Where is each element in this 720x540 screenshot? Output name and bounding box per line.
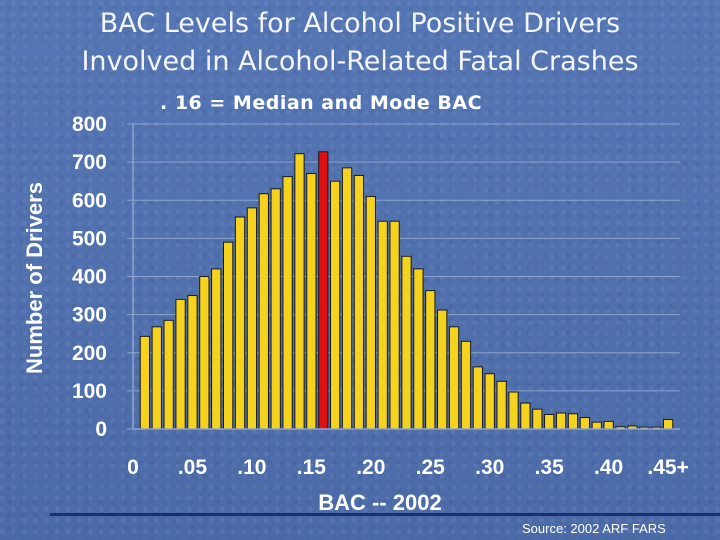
x-tick-label: .10 (237, 456, 266, 479)
bar (389, 220, 400, 430)
bar (163, 319, 174, 430)
bar (365, 195, 376, 430)
bar (662, 418, 674, 430)
bar (413, 268, 424, 430)
y-tick-label: 300 (72, 304, 107, 327)
x-tick-label: .25 (416, 456, 446, 479)
slide-title-line-1: BAC Levels for Alcohol Positive Drivers (99, 8, 621, 39)
y-tick-label: 700 (72, 151, 107, 174)
bar (508, 391, 519, 430)
bar (496, 380, 507, 430)
bar (199, 276, 210, 430)
bar (603, 420, 614, 430)
bar (211, 268, 222, 430)
bar (425, 290, 436, 430)
bar (353, 174, 365, 430)
bar (139, 335, 151, 430)
y-tick-label: 0 (95, 418, 107, 441)
bar (579, 417, 591, 430)
bar (484, 373, 495, 430)
bar (448, 326, 460, 430)
x-tick-label: .15 (297, 456, 327, 479)
bars-group (139, 151, 674, 430)
bar (341, 167, 353, 430)
bar (532, 408, 543, 430)
bar (555, 412, 567, 430)
chart-subtitle: . 16 = Median and Mode BAC (160, 92, 483, 114)
y-tick-label: 600 (72, 189, 107, 212)
bar (151, 326, 162, 430)
bar (270, 188, 281, 430)
bar (544, 414, 555, 430)
bar (246, 207, 258, 430)
bar (401, 255, 412, 430)
bar (175, 298, 186, 430)
bar (282, 176, 293, 430)
bar (222, 241, 234, 430)
bar (460, 340, 472, 430)
x-tick-label: .45+ (647, 456, 688, 479)
y-tick-label: 800 (72, 113, 107, 136)
x-tick-label: .30 (475, 456, 504, 479)
bar (591, 421, 602, 430)
bar (258, 193, 269, 430)
bar (437, 309, 448, 430)
x-tick-label: .05 (178, 456, 208, 479)
bar (234, 216, 246, 430)
slide-title-line-2: Involved in Alcohol-Related Fatal Crashe… (81, 46, 639, 77)
x-axis-title: BAC -- 2002 (318, 490, 441, 515)
y-tick-label: 400 (72, 266, 107, 289)
bar (567, 413, 579, 430)
bar (187, 295, 198, 430)
axis-labels: 0 100 200 300 400 500 600 700 800 0 .05 .10 .15 .20 .2… (22, 113, 689, 515)
x-tick-label: 0 (127, 456, 139, 479)
x-tick-label: .40 (594, 456, 623, 479)
y-tick-label: 500 (72, 227, 107, 250)
bar-highlight (318, 151, 329, 430)
footer-divider (50, 513, 720, 516)
y-axis-title: Number of Drivers (22, 182, 47, 374)
source-note: Source: 2002 ARF FARS (522, 521, 666, 536)
bar (306, 173, 317, 430)
bar (330, 180, 341, 430)
x-tick-label: .20 (356, 456, 385, 479)
axes (127, 123, 680, 430)
bar (377, 220, 388, 430)
bar (294, 153, 305, 430)
bar (472, 366, 483, 430)
y-tick-label: 100 (72, 380, 107, 403)
bar (520, 402, 531, 430)
x-tick-label: .35 (535, 456, 565, 479)
y-tick-label: 200 (72, 342, 107, 365)
